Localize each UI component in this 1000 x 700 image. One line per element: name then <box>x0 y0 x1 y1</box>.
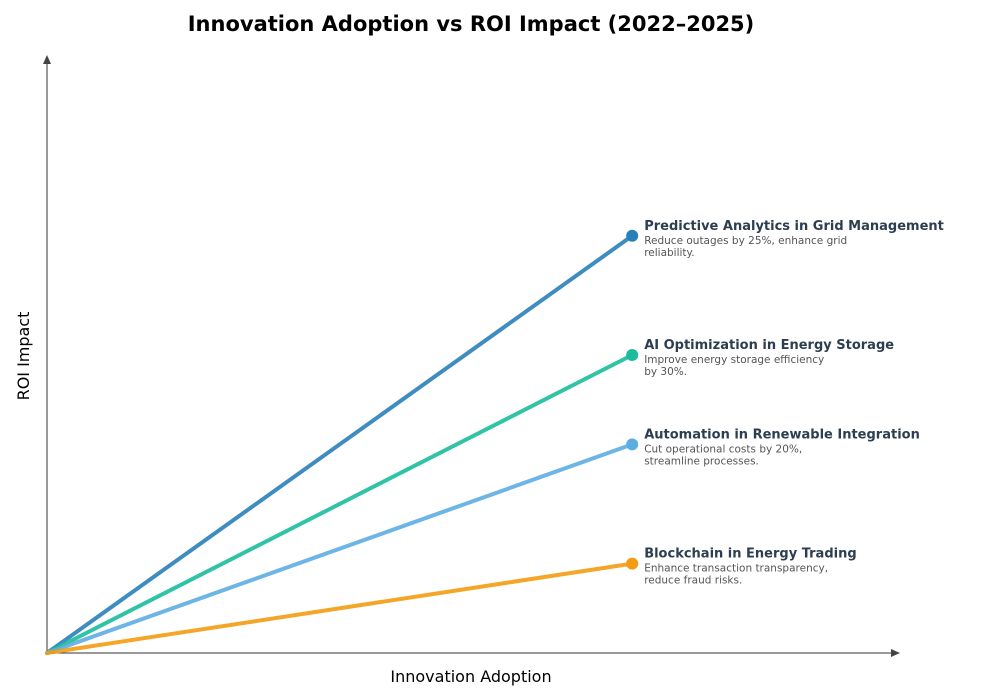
series-description: reduce fraud risks. <box>644 575 742 587</box>
data-point <box>626 229 639 242</box>
series-line <box>45 233 635 655</box>
series-description: Cut operational costs by 20%, <box>644 443 802 455</box>
series-label: Automation in Renewable Integration <box>644 427 920 442</box>
data-point <box>626 557 639 570</box>
series-label: AI Optimization in Energy Storage <box>644 338 894 353</box>
x-axis-label: Innovation Adoption <box>390 667 551 686</box>
series-description: by 30%. <box>644 366 687 378</box>
series-description: streamline processes. <box>644 455 759 467</box>
series-description: reliability. <box>644 247 694 259</box>
chart-title: Innovation Adoption vs ROI Impact (2022–… <box>188 12 755 36</box>
x-axis-arrow-icon <box>891 649 900 657</box>
series-label: Blockchain in Energy Trading <box>644 547 856 562</box>
data-point <box>626 438 639 451</box>
data-point <box>626 349 639 361</box>
series-line <box>45 353 635 655</box>
series-line <box>45 442 635 655</box>
y-axis-label: ROI Impact <box>14 312 33 401</box>
series-description: Improve energy storage efficiency <box>644 354 824 366</box>
y-axis-arrow-icon <box>43 55 51 64</box>
series-description: Enhance transaction transparency, <box>644 563 828 575</box>
series-line <box>45 561 635 655</box>
series-label: Predictive Analytics in Grid Management <box>644 219 944 234</box>
series-description: Reduce outages by 25%, enhance grid <box>644 235 847 247</box>
